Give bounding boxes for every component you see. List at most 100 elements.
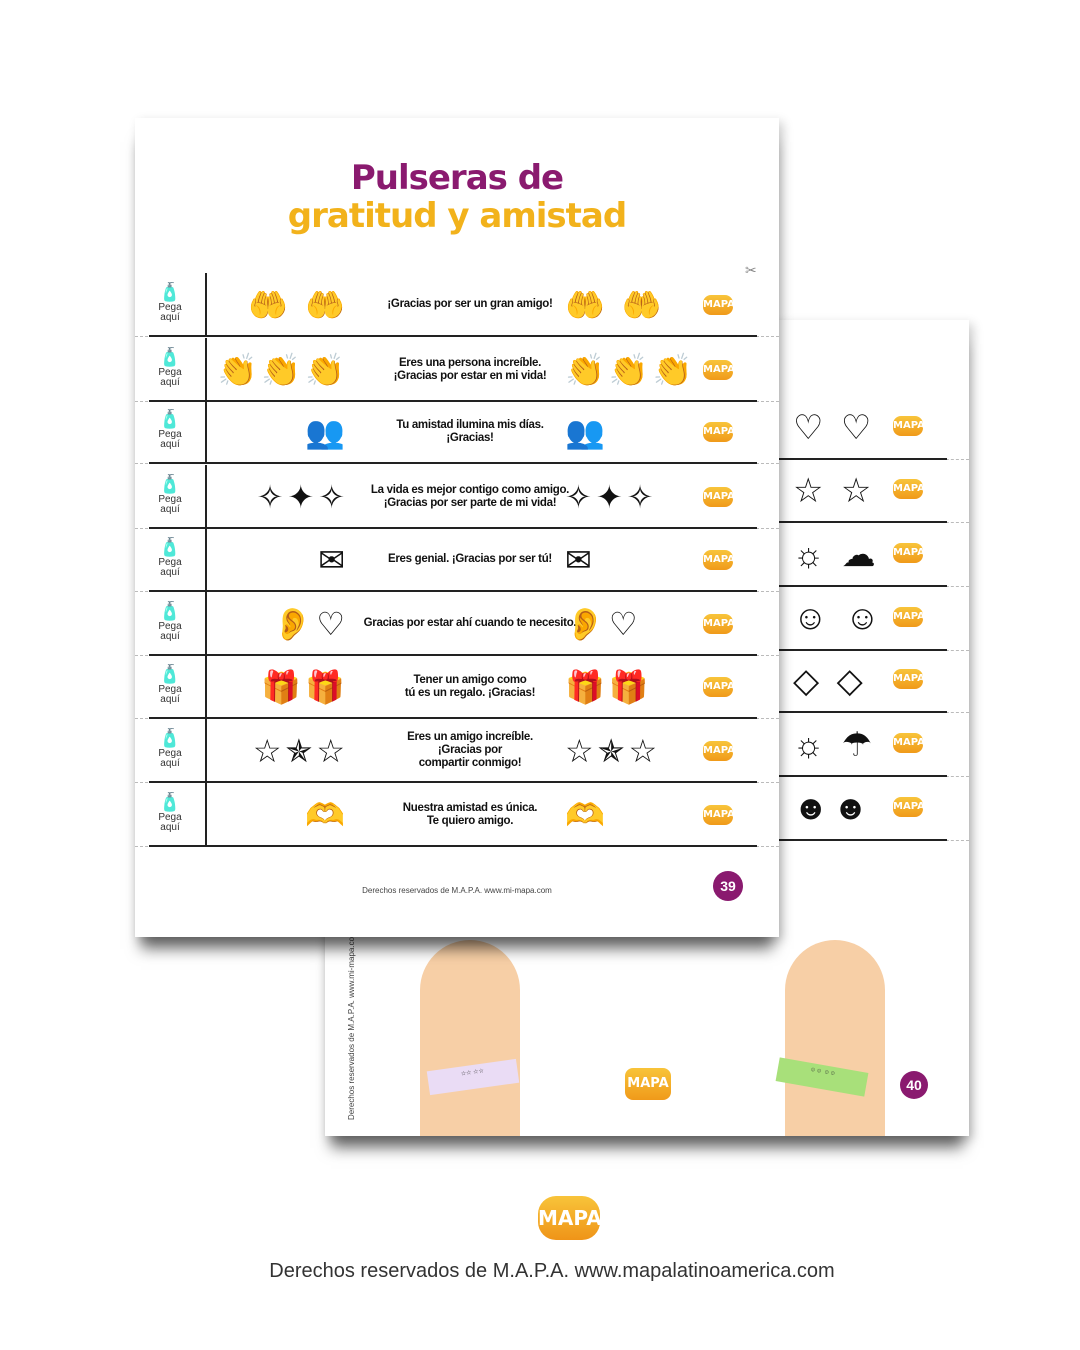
mapa-logo: MAPA [625,1068,671,1100]
back-bracelet-row: ☻☻ MAPA [779,777,969,841]
cut-line [779,839,947,841]
cut-line [149,845,757,847]
glue-bottle-icon: 🧴 [158,409,182,429]
heart-in-hand-icon: 🫶 [305,796,349,833]
mapa-logo: MAPA [703,295,735,315]
mapa-logo: MAPA [703,741,735,761]
smiley-icon: ☺ ☺ [793,599,884,637]
glue-here-label: 🧴 Pega aquí [135,465,207,528]
friends-icon: 👥 [565,413,609,450]
love-letter-icon: ✉ [565,541,596,578]
cut-line [779,521,947,523]
glue-here-label: 🧴 Pega aquí [135,719,207,782]
bracelet-message: La vida es mejor contigo como amigo. ¡Gr… [370,483,570,509]
glue-here-label: 🧴 Pega aquí [135,783,207,846]
cut-line [779,649,947,651]
gift-icon: 🎁🎁 [261,668,349,705]
cut-line [149,654,757,656]
glue-here-label: 🧴 Pega aquí [135,338,207,401]
bracelet-row: 🧴 Pega aquí 👥 Tu amistad ilumina mis días… [135,400,779,464]
glue-here-label: 🧴 Pega aquí [135,400,207,463]
heart-in-hand-icon: 🫶 [565,796,609,833]
cut-line [149,335,757,337]
glue-bottle-icon: 🧴 [158,792,182,812]
bracelet-row: 🧴 Pega aquí 👂♡ Gracias por estar ahí cuan… [135,592,779,656]
mapa-logo: MAPA [703,614,735,634]
glue-here-label: 🧴 Pega aquí [135,655,207,718]
bracelet-row: 🧴 Pega aquí 🎁🎁 Tener un amigo como tú es … [135,655,779,719]
title-line-1: Pulseras de [350,158,564,198]
bracelet-row: 🧴 Pega aquí 👏👏👏 Eres una persona increíbl… [135,338,779,402]
back-bracelet-row: ☼ ☁ MAPA [779,523,969,587]
bracelet-row: 🧴 Pega aquí ✧✦✧ La vida es mejor contigo … [135,465,779,529]
glue-bottle-icon: 🧴 [158,347,182,367]
back-bracelet-row: ☼ ☂ MAPA [779,713,969,777]
glue-here-label: 🧴 Pega aquí [135,528,207,591]
cut-line [779,458,947,460]
mapa-logo: MAPA [703,550,735,570]
glue-bottle-icon: 🧴 [158,664,182,684]
front-page: Pulseras de gratitud y amistad ✂ 🧴 Pega a… [135,118,779,937]
star-icon: ☆ ☆ [793,471,876,510]
sparkles-icon: ✧✦✧ [256,478,349,515]
page-footer: Derechos reservados de M.A.P.A. www.mi-m… [362,886,552,895]
cut-line [149,462,757,464]
star-icon: ☆✯☆ [252,732,349,769]
ear-heart-icon: 👂♡ [272,605,349,642]
bracelet-message: Nuestra amistad es única. Te quiero amig… [402,801,538,827]
bracelet-message: Eres un amigo increíble. ¡Gracias por co… [407,731,533,769]
heart-icon: ♡ ♡ [793,408,876,447]
back-bracelet-row: ♡ ♡ MAPA [779,396,969,460]
back-bracelet-row: ☆ ☆ MAPA [779,459,969,523]
mapa-logo: MAPA [893,733,925,753]
vertical-footer: Derechos reservados de M.A.P.A. www.mi-m… [347,930,356,1120]
right-hand [785,940,885,1136]
cut-line [779,585,947,587]
cut-line [149,717,757,719]
sparkles-icon: ✧✦✧ [565,478,658,515]
peanut-characters-icon: ☻☻ [793,789,873,827]
bracelet-row: 🧴 Pega aquí ☆✯☆ Eres un amigo increíble. … [135,719,779,783]
cut-line [149,781,757,783]
mapa-logo: MAPA [893,416,925,436]
bracelet-row: 🧴 Pega aquí 🤲 🤲 ¡Gracias por ser un gran … [135,273,779,337]
mapa-logo: MAPA [893,607,925,627]
ear-heart-icon: 👂♡ [565,605,642,642]
page-number-40: 40 [900,1071,928,1099]
back-bracelet-row: ☺ ☺ MAPA [779,587,969,651]
bracelet-message: Eres genial. ¡Gracias por ser tú! [388,553,552,565]
left-hand [420,940,520,1136]
cut-line [149,590,757,592]
bottom-credit: Derechos reservados de M.A.P.A. www.mapa… [269,1260,835,1282]
bracelet-message: Gracias por estar ahí cuando te necesito… [363,617,577,629]
friends-icon: 👥 [305,413,349,450]
bracelet-message: Tener un amigo como tú es un regalo. ¡Gr… [404,673,536,699]
bracelet-row: 🧴 Pega aquí 🫶 Nuestra amistad es única. T… [135,783,779,847]
glue-bottle-icon: 🧴 [158,601,182,621]
glue-bottle-icon: 🧴 [158,728,182,748]
glue-bottle-icon: 🧴 [158,474,182,494]
back-bracelet-row: ◇ ◇ MAPA [779,649,969,713]
scissors-icon: ✂ [745,262,757,278]
glue-here-label: 🧴 Pega aquí [135,273,207,336]
mapa-logo-bottom: MAPA [538,1196,602,1240]
bracelet-message: Eres una persona increíble. ¡Gracias por… [393,356,547,382]
bracelet-row: 🧴 Pega aquí ✉ Eres genial. ¡Gracias por s… [135,528,779,592]
weather-icon: ☼ ☂ [793,725,877,764]
cut-line [779,711,947,713]
mapa-logo: MAPA [703,487,735,507]
cut-line [149,527,757,529]
mapa-logo: MAPA [893,479,925,499]
glue-here-label: 🧴 Pega aquí [135,592,207,655]
hands-heart-icon: 🤲 🤲 [565,286,666,323]
sun-cloud-icon: ☼ ☁ [793,535,880,574]
mapa-logo: MAPA [893,543,925,563]
diamond-icon: ◇ ◇ [793,661,867,700]
cut-line [779,775,947,777]
gift-icon: 🎁🎁 [565,668,653,705]
bracelet-message: Tu amistad ilumina mis días. ¡Gracias! [396,418,544,444]
clapping-hands-icon: 👏👏👏 [217,351,349,388]
mapa-logo: MAPA [893,797,925,817]
mapa-logo: MAPA [703,805,735,825]
title-line-2: gratitud y amistad [287,196,627,236]
